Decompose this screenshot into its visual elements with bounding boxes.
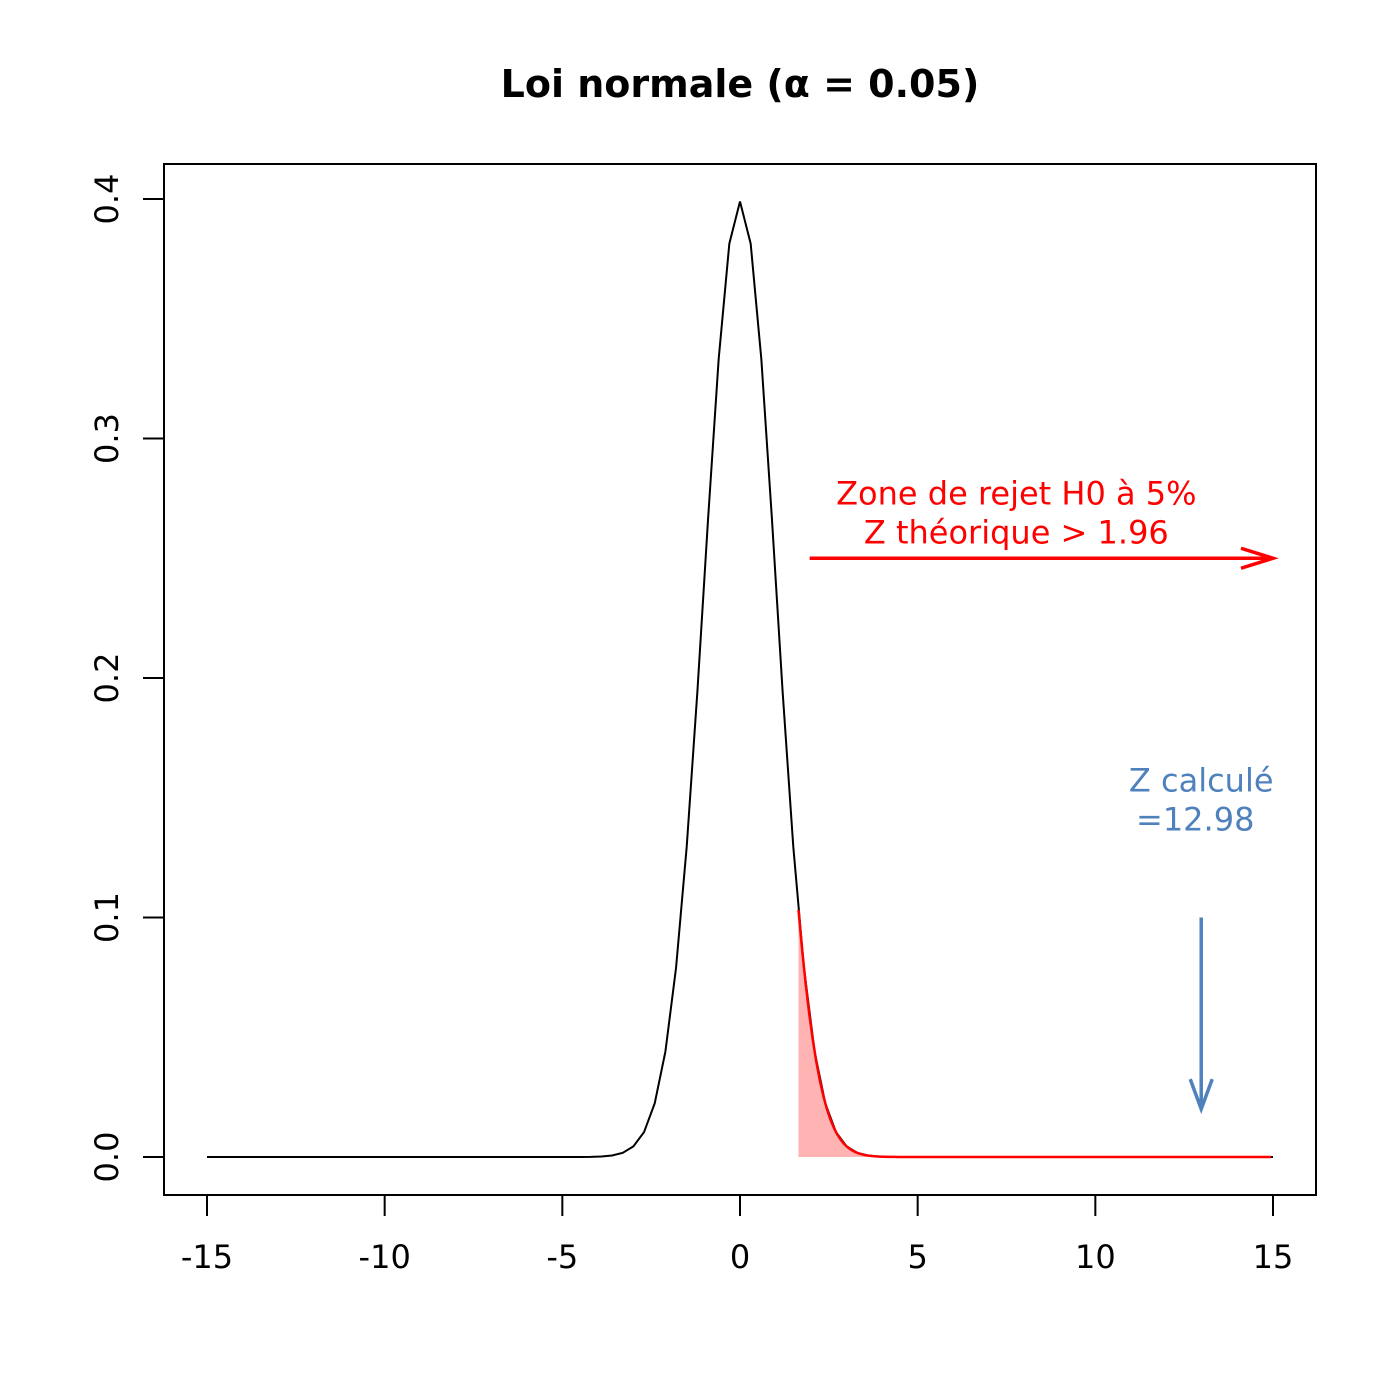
rejection-region-curve [797,909,1272,1159]
x-tick-label: 15 [1253,1238,1294,1276]
x-axis: -15 -10 -5 0 5 10 15 [181,1194,1294,1276]
chart-title: Loi normale (α = 0.05) [501,62,980,106]
z-calc-annotation-line-1: Z calculé [1129,762,1274,800]
y-tick-label: 0.2 [88,653,126,704]
rejection-arrow-head [1240,546,1279,570]
x-tick-label: -15 [181,1238,233,1276]
y-tick-label: 0.0 [88,1132,126,1183]
z-calc-annotation-line-2: =12.98 [1136,801,1254,839]
z-calc-arrow-head [1188,1078,1214,1115]
plot-frame [163,163,1317,1196]
rejection-annotation-line-1: Zone de rejet H0 à 5% [836,474,1196,512]
density-curve [207,201,1273,1158]
x-tick-label: 10 [1075,1238,1116,1276]
y-tick-label: 0.3 [88,413,126,464]
density-curve-group [207,201,1273,1159]
x-tick-label: 0 [730,1238,750,1276]
x-tick-label: -5 [546,1238,578,1276]
annotations: Zone de rejet H0 à 5% Z théorique > 1.96… [809,474,1279,1115]
x-tick-label: -10 [359,1238,411,1276]
x-tick-label: 5 [907,1238,927,1276]
rejection-annotation-line-2: Z théorique > 1.96 [864,513,1169,551]
y-tick-label: 0.4 [88,174,126,225]
y-tick-label: 0.1 [88,892,126,943]
y-axis: 0.0 0.1 0.2 0.3 0.4 [88,174,165,1183]
